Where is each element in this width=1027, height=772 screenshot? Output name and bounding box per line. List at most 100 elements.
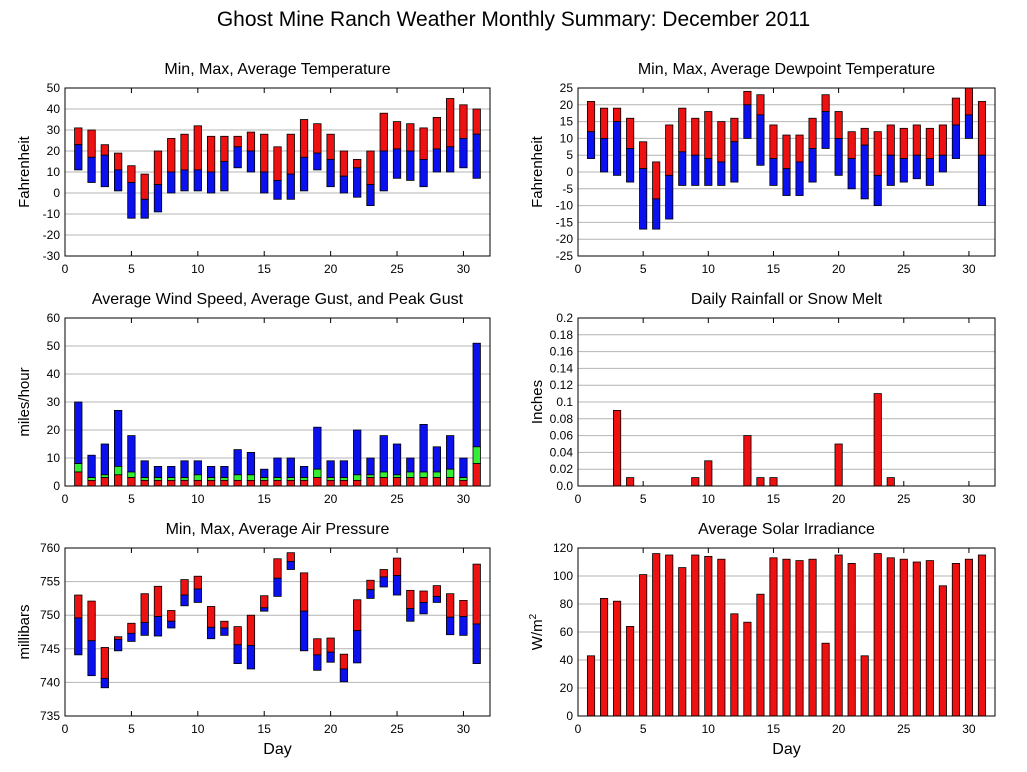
x-tick-label: 10 bbox=[191, 262, 205, 276]
x-tick-label: 10 bbox=[702, 722, 716, 736]
bar-peak-gust bbox=[472, 342, 481, 448]
y-tick-label: 0.2 bbox=[556, 311, 573, 325]
y-tick-label: 5 bbox=[566, 148, 573, 162]
bar-upper-range bbox=[206, 135, 216, 173]
y-tick-label: -25 bbox=[556, 249, 574, 263]
bar-avg-gust bbox=[313, 468, 322, 479]
x-tick-label: 10 bbox=[702, 492, 716, 506]
bar-lower-range bbox=[353, 630, 362, 664]
bar-value bbox=[639, 574, 648, 717]
bar-lower-range bbox=[153, 184, 163, 213]
bar-lower-range bbox=[626, 148, 635, 183]
bar-lower-range bbox=[87, 640, 96, 677]
bar-upper-range bbox=[639, 141, 648, 170]
chart-dewpoint: Min, Max, Average Dewpoint Temperature -2… bbox=[529, 61, 996, 276]
bar-upper-range bbox=[100, 144, 109, 156]
bar-avg-gust bbox=[193, 474, 202, 481]
bar-avg-speed bbox=[74, 471, 83, 487]
plot-frame bbox=[64, 87, 491, 257]
y-axis-label-text: millibars bbox=[16, 604, 33, 659]
y-axis-label-text: Fahrenheit bbox=[529, 135, 546, 208]
bar-lower-range bbox=[419, 158, 428, 188]
bar-upper-range bbox=[313, 638, 322, 656]
y-tick-label: 20 bbox=[560, 681, 574, 695]
x-tick-label: 30 bbox=[457, 492, 471, 506]
bar-avg-gust bbox=[167, 477, 176, 481]
bar-lower-range bbox=[639, 168, 648, 230]
x-tick-label: 5 bbox=[128, 722, 135, 736]
bar-value bbox=[847, 563, 856, 717]
y-tick-label: 10 bbox=[47, 451, 61, 465]
bar-upper-range bbox=[153, 585, 163, 617]
bar-avg-speed bbox=[353, 479, 362, 487]
y-tick-label: 40 bbox=[47, 367, 61, 381]
y-tick-label: 0 bbox=[566, 709, 573, 723]
bar-upper-range bbox=[299, 572, 309, 612]
x-tick-label: 10 bbox=[191, 492, 205, 506]
bar-upper-range bbox=[446, 98, 455, 148]
bar-avg-gust bbox=[180, 477, 189, 481]
bar-value bbox=[665, 554, 674, 717]
bar-lower-range bbox=[873, 174, 882, 207]
y-tick-label: -15 bbox=[556, 215, 574, 229]
x-axis-label: Day bbox=[772, 741, 800, 758]
bar-avg-speed bbox=[326, 479, 335, 487]
bar-value bbox=[743, 621, 752, 717]
bar-upper-range bbox=[432, 585, 441, 597]
bar-value bbox=[626, 626, 635, 717]
bar-lower-range bbox=[313, 654, 322, 671]
bar-upper-range bbox=[717, 121, 726, 163]
bar-upper-range bbox=[286, 552, 295, 562]
bar-upper-range bbox=[273, 558, 282, 579]
x-tick-label: 15 bbox=[258, 722, 272, 736]
bar-lower-range bbox=[472, 133, 481, 179]
bar-lower-range bbox=[273, 179, 282, 200]
bar-avg-speed bbox=[299, 479, 309, 487]
bar-avg-gust bbox=[153, 477, 163, 481]
x-tick-label: 20 bbox=[832, 722, 846, 736]
bar-upper-range bbox=[193, 575, 202, 590]
bar-lower-range bbox=[353, 167, 362, 198]
bar-upper-range bbox=[246, 131, 256, 152]
bar-lower-range bbox=[206, 626, 216, 640]
bar-lower-range bbox=[691, 154, 700, 186]
bar-value bbox=[613, 409, 622, 487]
bar-value bbox=[977, 554, 987, 717]
x-tick-label: 30 bbox=[962, 492, 976, 506]
bar-peak-gust bbox=[446, 435, 455, 470]
bar-upper-range bbox=[600, 107, 609, 139]
bar-lower-range bbox=[246, 645, 256, 670]
bar-peak-gust bbox=[432, 446, 441, 473]
bar-lower-range bbox=[678, 151, 687, 186]
bar-avg-speed bbox=[419, 477, 428, 487]
bar-lower-range bbox=[717, 161, 726, 186]
bar-upper-range bbox=[406, 589, 415, 609]
x-tick-label: 20 bbox=[324, 262, 338, 276]
x-tick-label: 15 bbox=[767, 262, 781, 276]
y-tick-label: 0.08 bbox=[550, 412, 574, 426]
y-axis-label-text: miles/hour bbox=[16, 367, 33, 436]
x-tick-label: 10 bbox=[191, 722, 205, 736]
y-tick-label: -5 bbox=[562, 182, 573, 196]
chart-temp: Min, Max, Average Temperature -30 -20 -10 0 1… bbox=[16, 61, 491, 276]
bar-upper-range bbox=[730, 117, 739, 143]
y-tick-label: 0 bbox=[53, 186, 60, 200]
chart-title: Min, Max, Average Temperature bbox=[164, 61, 390, 78]
bar-avg-gust bbox=[472, 446, 481, 464]
bar-peak-gust bbox=[353, 429, 362, 476]
bar-peak-gust bbox=[114, 409, 123, 467]
x-tick-label: 25 bbox=[897, 722, 911, 736]
bar-avg-speed bbox=[220, 479, 229, 487]
bar-peak-gust bbox=[100, 443, 109, 476]
bar-lower-range bbox=[339, 668, 349, 683]
x-axis-label: Day bbox=[263, 741, 291, 758]
bar-lower-range bbox=[652, 198, 661, 230]
bar-lower-range bbox=[260, 171, 269, 194]
bar-peak-gust bbox=[392, 443, 402, 476]
bar-avg-gust bbox=[419, 471, 428, 478]
bar-peak-gust bbox=[260, 468, 269, 479]
bar-value bbox=[704, 556, 713, 717]
bar-lower-range bbox=[180, 594, 189, 607]
bar-upper-range bbox=[652, 161, 661, 200]
x-tick-label: 0 bbox=[62, 722, 69, 736]
